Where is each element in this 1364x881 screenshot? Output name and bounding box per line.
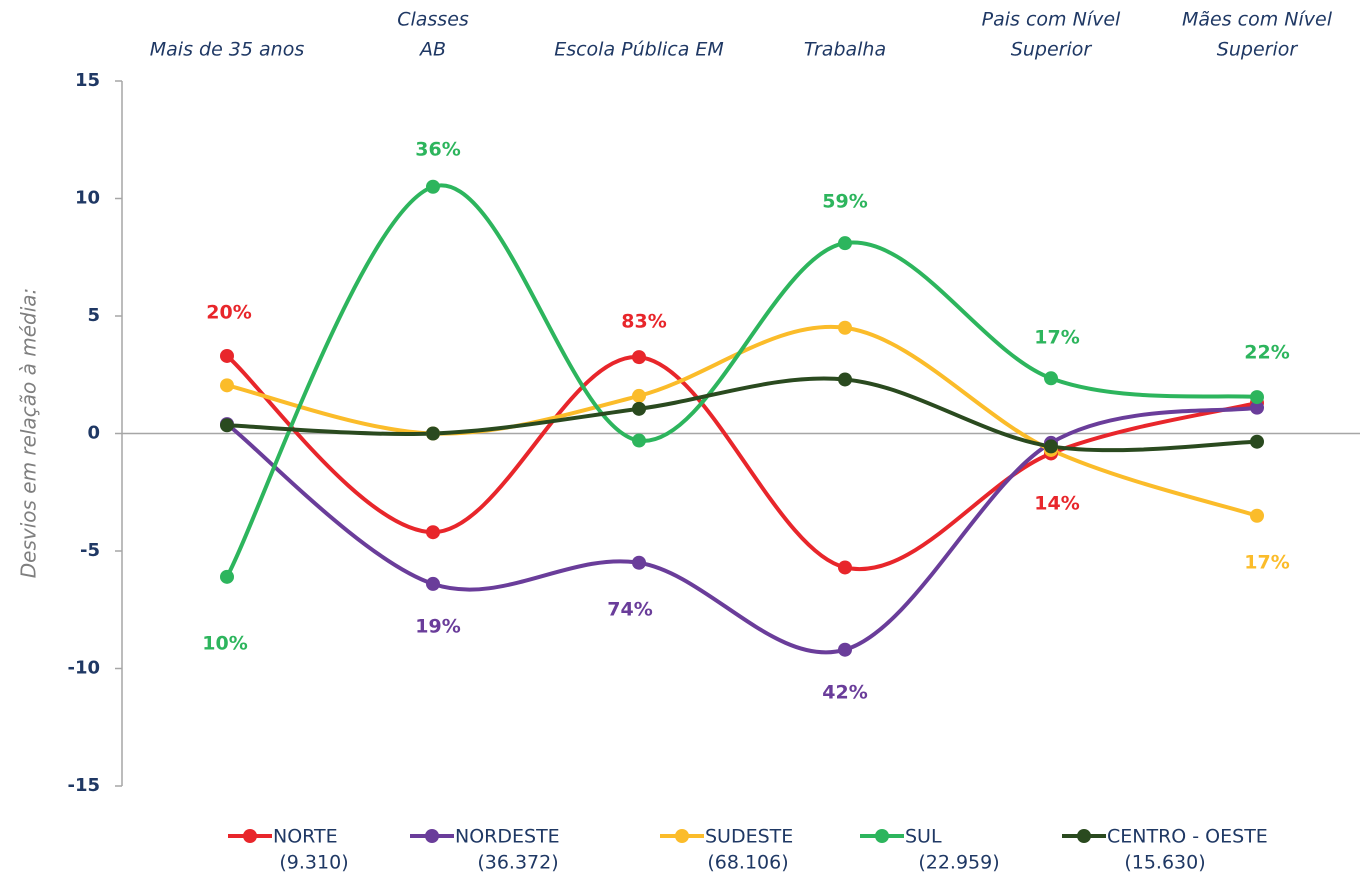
legend-label: NORTE xyxy=(273,826,338,848)
annotation: 83% xyxy=(621,311,666,333)
series-line xyxy=(225,405,1258,655)
annotation: 17% xyxy=(1034,327,1079,349)
data-point xyxy=(426,525,440,540)
legend-count: (68.106) xyxy=(707,852,788,874)
data-point xyxy=(220,418,234,433)
annotation: 74% xyxy=(607,599,652,621)
data-point xyxy=(220,569,234,584)
series-line xyxy=(225,183,1258,578)
legend-marker xyxy=(243,829,257,843)
annotation: 59% xyxy=(822,191,867,213)
data-point xyxy=(838,236,852,251)
data-point xyxy=(838,372,852,387)
data-point xyxy=(838,560,852,575)
legend-count: (15.630) xyxy=(1124,852,1205,874)
legend-marker xyxy=(425,829,439,843)
legend-count: (22.959) xyxy=(918,852,999,874)
y-axis-label: Desvios em relação à média: xyxy=(17,288,41,579)
data-point xyxy=(426,179,440,194)
category-label: Pais com Nível xyxy=(982,9,1121,31)
category-label: Mais de 35 anos xyxy=(150,39,305,61)
legend-label: NORDESTE xyxy=(455,826,560,848)
legend-marker xyxy=(675,829,689,843)
data-point xyxy=(426,426,440,441)
data-point xyxy=(1250,390,1264,405)
category-label: Mães com Nível xyxy=(1182,9,1333,31)
annotation: 36% xyxy=(415,139,460,161)
y-tick-label: -10 xyxy=(67,658,100,679)
data-point xyxy=(632,350,646,365)
data-point xyxy=(632,433,646,448)
y-tick-label: 10 xyxy=(75,188,100,209)
category-label: Superior xyxy=(1217,39,1299,61)
annotation: 17% xyxy=(1244,552,1289,574)
legend-marker xyxy=(1077,829,1091,843)
legend-count: (36.372) xyxy=(477,852,558,874)
y-tick-label: -15 xyxy=(67,775,100,796)
data-point xyxy=(220,348,234,363)
legend-label: SUDESTE xyxy=(705,826,793,848)
series-line xyxy=(226,324,1258,518)
category-label: Trabalha xyxy=(804,39,886,61)
legend-label: CENTRO - OESTE xyxy=(1107,826,1268,848)
category-label: Superior xyxy=(1011,39,1093,61)
legend-label: SUL xyxy=(905,826,942,848)
legend-marker xyxy=(875,829,889,843)
data-point xyxy=(1250,508,1264,523)
y-tick-label: -5 xyxy=(80,540,100,561)
data-point xyxy=(632,388,646,403)
data-point xyxy=(1250,400,1264,415)
annotation: 20% xyxy=(206,302,251,324)
y-tick-label: 5 xyxy=(87,305,100,326)
data-point xyxy=(1044,371,1058,386)
y-tick-label: 0 xyxy=(87,423,100,444)
data-point xyxy=(632,401,646,416)
category-label: Escola Pública EM xyxy=(554,39,724,61)
annotation: 14% xyxy=(1034,493,1079,515)
y-tick-label: 15 xyxy=(75,70,100,91)
data-point xyxy=(838,642,852,657)
legend-count: (9.310) xyxy=(279,852,348,874)
category-label: AB xyxy=(418,39,446,61)
category-label: Classes xyxy=(397,9,469,31)
data-point xyxy=(1250,434,1264,449)
data-point xyxy=(632,555,646,570)
data-point xyxy=(1044,439,1058,454)
data-point xyxy=(838,320,852,335)
series-line xyxy=(226,376,1258,453)
annotation: 22% xyxy=(1244,342,1289,364)
annotation: 19% xyxy=(415,616,460,638)
annotation: 10% xyxy=(202,633,247,655)
data-point xyxy=(426,576,440,591)
data-point xyxy=(220,378,234,393)
annotation: 42% xyxy=(822,682,867,704)
